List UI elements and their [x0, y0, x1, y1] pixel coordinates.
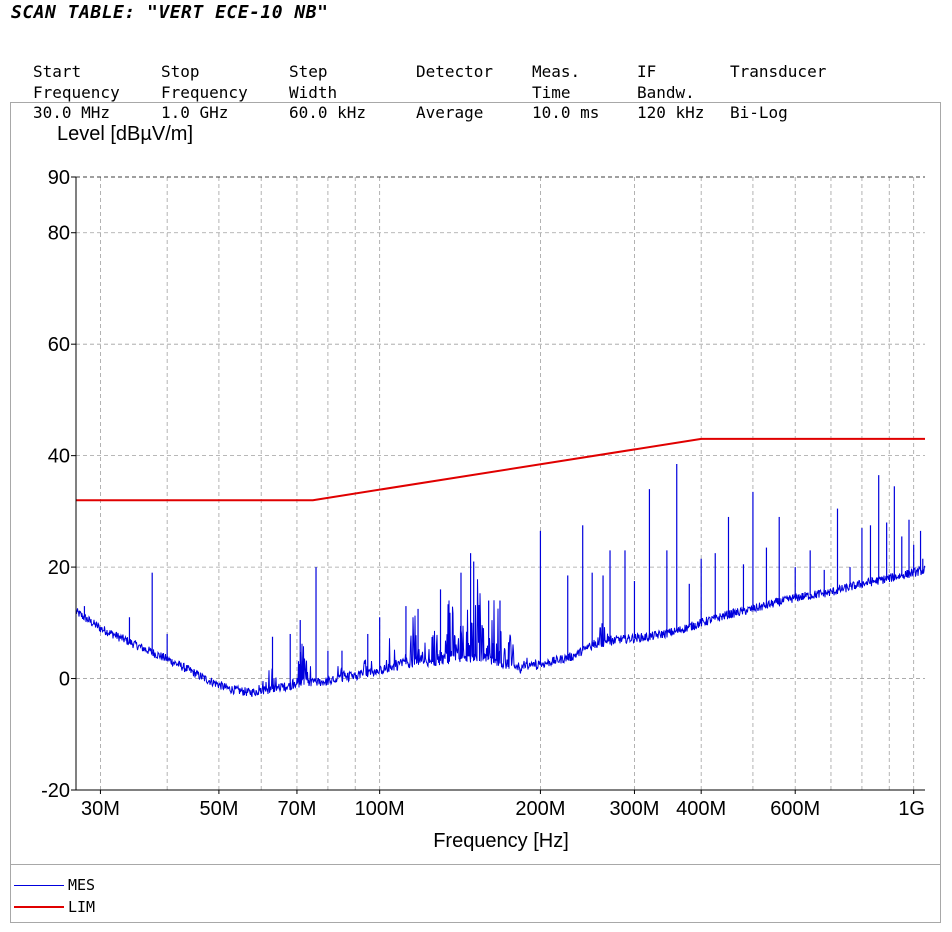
x-tick-label: 30M	[81, 798, 120, 820]
y-tick-label: 60	[48, 334, 70, 356]
legend-label-lim: LIM	[68, 898, 96, 916]
y-tick-label: -20	[41, 780, 70, 802]
scan-col-step: Step Width 60.0 kHz	[289, 62, 367, 122]
y-tick-label: 90	[48, 167, 70, 189]
x-tick-label: 300M	[609, 798, 659, 820]
grid-layer	[76, 176, 925, 791]
x-axis-label: Frequency [Hz]	[433, 830, 569, 852]
x-tick-label: 200M	[515, 798, 565, 820]
y-axis-label: Level [dBµV/m]	[57, 123, 193, 145]
scan-col-if-bandwidth: IF Bandw. 120 kHz	[637, 62, 705, 122]
legend-item-lim: LIM	[14, 898, 95, 916]
y-tick-label: 20	[48, 557, 70, 579]
legend-swatch-lim	[14, 906, 64, 908]
legend-item-mes: MES	[14, 876, 95, 894]
scan-col-stop: Stop Frequency 1.0 GHz	[161, 62, 248, 122]
y-tick-label: 80	[48, 223, 70, 245]
x-tick-label: 50M	[199, 798, 238, 820]
x-tick-label: 1G	[898, 798, 925, 820]
axes-layer: -20 0 20 40 60 80 90 30M 50M 70M 100M 200M 300M 400M 6…	[41, 167, 925, 820]
lim-layer	[76, 437, 925, 502]
scan-table-title: SCAN TABLE: "VERT ECE-10 NB"	[11, 2, 329, 23]
scan-col-transducer: Transducer Bi-Log	[730, 62, 827, 122]
chart-frame	[10, 102, 941, 923]
legend-swatch-mes	[14, 884, 64, 886]
x-tick-label: 70M	[277, 798, 316, 820]
y-tick-label: 0	[59, 669, 70, 691]
lim-line	[76, 437, 925, 502]
legend-separator	[10, 864, 941, 865]
scan-col-meas-time: Meas. Time 10.0 ms	[532, 62, 600, 122]
x-tick-label: 100M	[355, 798, 405, 820]
mes-layer	[75, 463, 926, 698]
y-tick-label: 40	[48, 446, 70, 468]
scan-col-start: Start Frequency 30.0 MHz	[33, 62, 120, 122]
scan-col-detector: Detector Average	[416, 62, 494, 122]
x-tick-label: 400M	[676, 798, 726, 820]
x-tick-label: 600M	[770, 798, 820, 820]
legend-label-mes: MES	[68, 876, 96, 894]
